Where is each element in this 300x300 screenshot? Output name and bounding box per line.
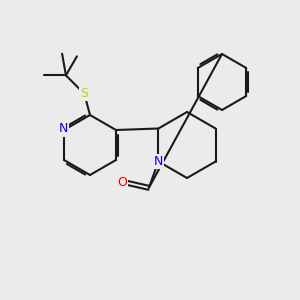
- Text: O: O: [117, 176, 127, 189]
- Text: N: N: [58, 122, 68, 136]
- Text: S: S: [80, 87, 88, 100]
- Text: N: N: [154, 155, 163, 168]
